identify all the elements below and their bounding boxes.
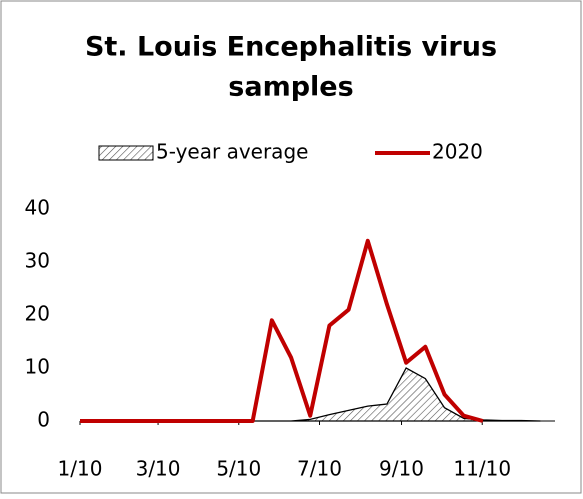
chart-title: St. Louis Encephalitis virus bbox=[85, 32, 497, 63]
line bbox=[80, 238, 484, 423]
y-tick-label: 30 bbox=[25, 249, 50, 273]
x-tick-label: 3/10 bbox=[136, 457, 181, 481]
x-tick-label: 1/10 bbox=[58, 457, 103, 481]
legend-swatch bbox=[98, 145, 154, 161]
x-tick-label: 11/10 bbox=[453, 457, 511, 481]
y-tick-label: 10 bbox=[25, 355, 50, 379]
y-tick-label: 0 bbox=[37, 408, 50, 432]
y-tick-label: 20 bbox=[25, 302, 50, 326]
x-tick-label: 7/10 bbox=[297, 457, 342, 481]
legend-label: 5-year average bbox=[156, 140, 308, 164]
legend-label: 2020 bbox=[432, 140, 483, 164]
x-tick-label: 5/10 bbox=[216, 457, 261, 481]
chart-title: samples bbox=[228, 72, 353, 103]
y-tick-label: 40 bbox=[25, 196, 50, 220]
x-tick-label: 9/10 bbox=[379, 457, 424, 481]
